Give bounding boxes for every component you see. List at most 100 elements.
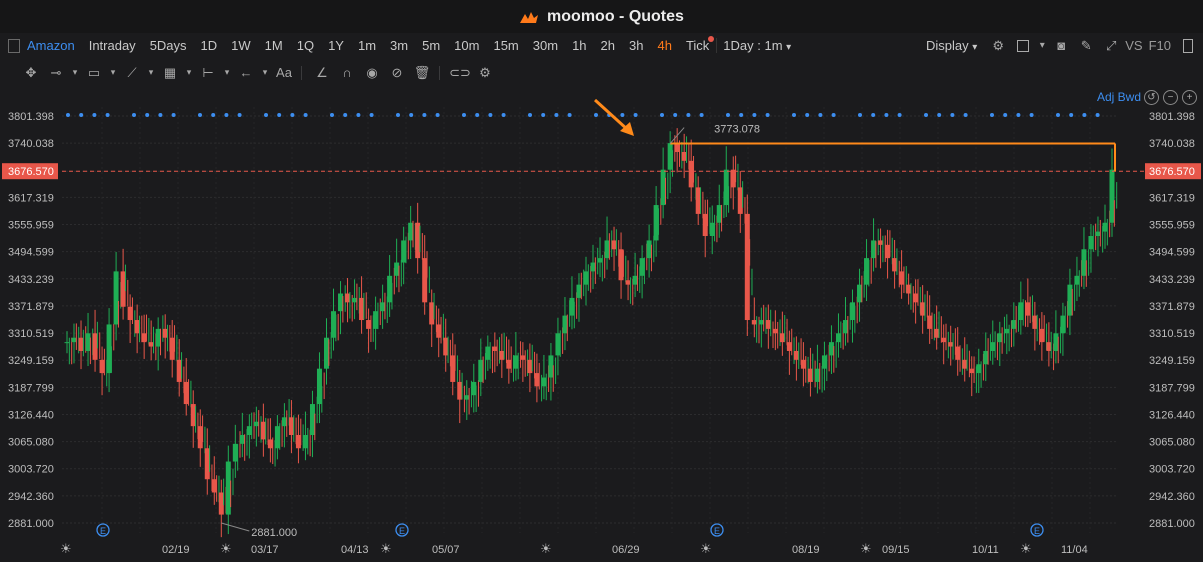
zoom-in-icon[interactable]: +	[1182, 90, 1197, 105]
event-dot	[290, 113, 295, 117]
eye-icon[interactable]: ◉	[366, 64, 378, 80]
candle-body	[934, 328, 940, 338]
candle-body	[1067, 284, 1073, 316]
candle-body	[99, 359, 105, 374]
x-tick-label: 04/13	[341, 544, 369, 556]
candle-body	[527, 359, 533, 374]
arrow-icon[interactable]: ←	[239, 65, 253, 80]
period-tab-1m[interactable]: 1M	[264, 38, 283, 53]
period-tab-intraday[interactable]: Intraday	[88, 38, 136, 53]
candlestick-chart[interactable]: 3801.398 3801.398 3740.038 3740.038 3676.570…	[0, 87, 1203, 557]
period-tab-5m[interactable]: 5m	[422, 38, 441, 53]
gear-icon[interactable]: ⚙	[992, 37, 1005, 53]
candle-body	[611, 240, 617, 250]
period-tab-1w[interactable]: 1W	[231, 38, 251, 53]
candle-body	[373, 311, 379, 329]
period-tab-10m[interactable]: 10m	[454, 38, 480, 53]
event-dot	[699, 113, 704, 117]
period-tab-4h[interactable]: 4h	[657, 38, 672, 53]
price-tag-left	[2, 163, 58, 180]
ruler-icon[interactable]: ∠	[316, 64, 328, 80]
pen-icon[interactable]: ✎	[1080, 37, 1092, 53]
candle-body	[962, 359, 968, 369]
range-icon[interactable]: ⊢	[202, 64, 214, 80]
chevron-down-icon[interactable]: ▾	[186, 67, 192, 77]
chevron-down-icon[interactable]: ▾	[72, 67, 78, 77]
line-icon[interactable]: ⊸	[50, 64, 62, 80]
hide-icon[interactable]: ⊘	[391, 64, 403, 80]
candle-body	[850, 302, 856, 321]
interval-select[interactable]: 1Day : 1m ▾	[716, 38, 798, 53]
chevron-down-icon[interactable]: ▾	[148, 67, 154, 77]
y-tick-label-left: 3003.720	[8, 464, 54, 476]
period-tab-1q[interactable]: 1Q	[296, 38, 315, 53]
price-chart[interactable]: 3801.398 3801.398 3740.038 3740.038 3676.570…	[0, 87, 1203, 557]
polyline-icon[interactable]: ⟋	[127, 64, 137, 80]
chart-type-icon[interactable]	[1012, 35, 1034, 57]
candle-body	[976, 364, 982, 374]
candle-body	[639, 258, 645, 276]
event-dot	[818, 113, 823, 117]
period-tab-1h[interactable]: 1h	[572, 38, 587, 53]
event-dot	[475, 113, 480, 117]
y-tick-label-right: 3371.879	[1149, 301, 1195, 313]
divider	[301, 65, 302, 80]
candle-body	[927, 315, 933, 329]
settings-icon[interactable]: ⚙	[479, 64, 491, 80]
chevron-down-icon[interactable]: ▾	[1039, 40, 1045, 51]
candle-body	[885, 244, 891, 259]
gann-icon[interactable]: ▦	[163, 64, 177, 80]
earnings-marker	[1030, 523, 1044, 537]
zoom-out-icon[interactable]: −	[1163, 90, 1178, 105]
period-tab-1m[interactable]: 1m	[357, 38, 377, 53]
reset-icon[interactable]: ↺	[1144, 90, 1159, 105]
event-dot	[554, 113, 559, 117]
candle-body	[1046, 342, 1052, 351]
candle-body	[800, 359, 806, 369]
candle-body	[113, 271, 119, 325]
period-tab-tick[interactable]: Tick	[679, 36, 716, 53]
candle-body	[1109, 169, 1115, 223]
period-tab-2h[interactable]: 2h	[600, 38, 615, 53]
magnet-icon[interactable]: ∩	[342, 65, 352, 80]
event-dot	[66, 113, 70, 117]
period-tab-1d[interactable]: 1D	[200, 38, 218, 53]
y-tick-label-right: 3740.038	[1149, 138, 1195, 150]
chevron-down-icon: ▾	[972, 42, 978, 53]
period-tab-3h[interactable]: 3h	[629, 38, 644, 53]
candle-body	[1004, 328, 1010, 334]
chevron-down-icon[interactable]: ▾	[110, 67, 116, 77]
candle-body	[1060, 315, 1066, 334]
panel-toggle-icon[interactable]	[1177, 35, 1199, 57]
period-tab-30m[interactable]: 30m	[532, 38, 559, 53]
trash-icon[interactable]: 🗑	[413, 64, 431, 80]
chevron-down-icon[interactable]: ▾	[224, 67, 230, 77]
adj-bwd-label[interactable]: Adj Bwd	[1096, 90, 1141, 104]
f10-button[interactable]: F10	[1148, 38, 1171, 53]
chevron-down-icon[interactable]: ▾	[262, 67, 268, 77]
candle-body	[906, 284, 912, 294]
candle-body	[162, 328, 168, 338]
event-dot	[528, 113, 532, 117]
layout-toggle-icon[interactable]	[8, 38, 20, 53]
candle-body	[253, 421, 259, 427]
text-icon[interactable]: Aa	[276, 65, 292, 80]
period-tab-15m[interactable]: 15m	[493, 38, 519, 53]
crosshair-icon[interactable]: ✥	[25, 64, 37, 80]
candle-body	[969, 368, 975, 374]
display-dropdown[interactable]: Display ▾	[919, 38, 984, 53]
period-tab-3m[interactable]: 3m	[390, 38, 409, 53]
event-dot	[501, 113, 506, 117]
ticker-label[interactable]: Amazon	[27, 38, 75, 53]
link-icon[interactable]: ⊂⊃	[449, 64, 471, 80]
y-tick-label-left: 3676.570	[8, 166, 54, 178]
drawing-toolbar: ✥ ⊸ ▾ ▭ ▾ ⟋ ▾ ▦ ▾ ⊢ ▾ ← ▾ Aa ∠ ∩ ◉ ⊘ 🗑 ⊂…	[0, 58, 1203, 88]
vs-button[interactable]: VS	[1125, 38, 1143, 53]
rectangle-icon[interactable]: ▭	[87, 64, 101, 80]
period-tab-1y[interactable]: 1Y	[328, 38, 344, 53]
camera-icon[interactable]: ◙	[1057, 38, 1066, 53]
period-tab-5days[interactable]: 5Days	[149, 38, 187, 53]
x-tick-label: 11/04	[1061, 544, 1088, 556]
fullscreen-icon[interactable]: ⤢	[1106, 37, 1117, 53]
candle-body	[422, 258, 428, 303]
